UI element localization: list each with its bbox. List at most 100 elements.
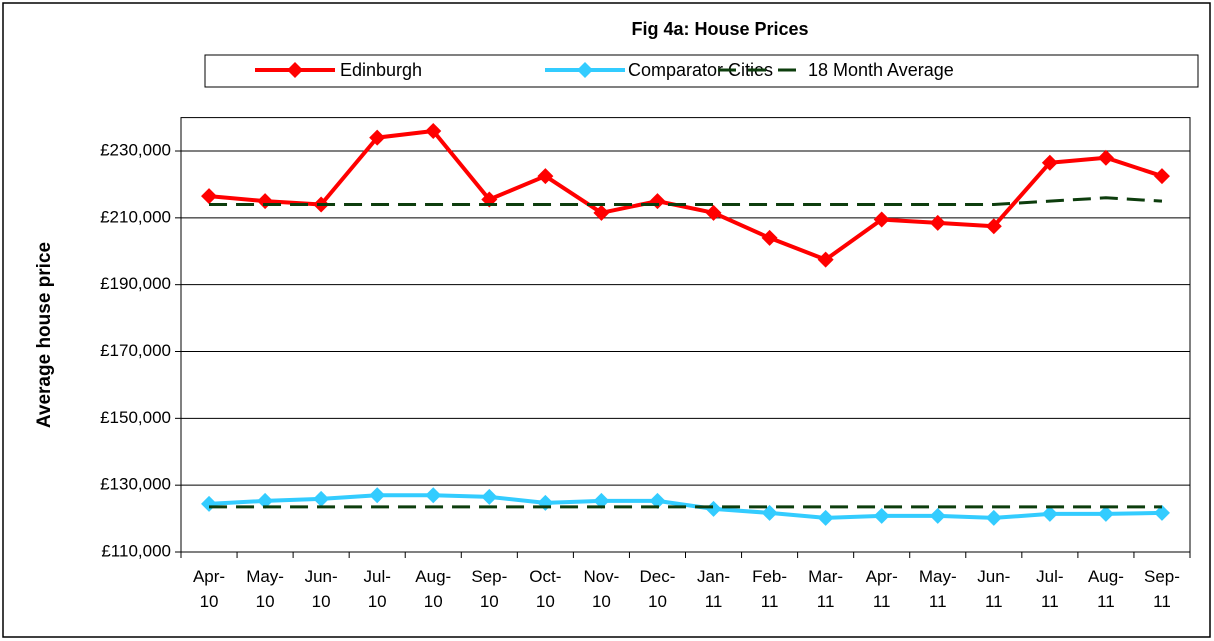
x-tick-label: Dec- 10	[640, 567, 676, 611]
x-tick-label-part: Aug-	[415, 567, 451, 586]
x-tick-label-part: 11	[1097, 592, 1115, 611]
x-tick-label-part: 10	[648, 592, 667, 611]
data-point	[257, 492, 274, 509]
data-point	[369, 487, 386, 504]
x-tick-label-part: Jun-	[305, 567, 338, 586]
data-point	[425, 487, 442, 504]
x-tick-label-part: 11	[873, 592, 891, 611]
data-point	[985, 218, 1002, 235]
x-tick-label-part: Aug-	[1088, 567, 1124, 586]
y-axis-label: Average house price	[34, 242, 55, 428]
data-point	[705, 500, 722, 517]
data-point	[873, 211, 890, 228]
plot-area	[181, 117, 1190, 552]
x-tick-label-part: 10	[536, 592, 555, 611]
x-tick-label: Aug- 11	[1088, 567, 1124, 611]
data-point	[1153, 168, 1170, 185]
y-tick-label: £230,000	[100, 140, 171, 159]
x-tick-label-part: Dec-	[640, 567, 676, 586]
x-tick-label-part: Nov-	[583, 567, 619, 586]
x-tick-label-part: Apr-	[866, 567, 898, 586]
data-point	[817, 251, 834, 268]
data-point	[705, 204, 722, 221]
x-tick-label-part: Oct-	[529, 567, 561, 586]
x-tick-label-part: Jan-	[697, 567, 730, 586]
chart-title: Fig 4a: House Prices	[631, 19, 808, 39]
series-line	[208, 493, 1163, 520]
x-tick-label: Jun- 10	[305, 567, 338, 611]
x-tick-label-part: 11	[929, 592, 947, 611]
y-tick-label: £170,000	[100, 341, 171, 360]
data-point	[1097, 149, 1114, 166]
x-tick-label-part: 11	[705, 592, 723, 611]
y-tick-label: £190,000	[100, 274, 171, 293]
x-tick-label-part: Apr-	[193, 567, 225, 586]
x-tick-label-part: 11	[1153, 592, 1171, 611]
x-tick-label: Oct- 10	[529, 567, 561, 611]
x-tick-label-part: Jul-	[1036, 567, 1063, 586]
x-tick-label-part: Jul-	[363, 567, 390, 586]
x-tick-label-part: 11	[817, 592, 835, 611]
data-point	[1097, 505, 1114, 522]
x-tick-label-part: Mar-	[808, 567, 843, 586]
data-point	[649, 492, 666, 509]
series-line	[208, 128, 1163, 262]
x-tick-label: Sep- 11	[1144, 567, 1180, 611]
x-tick-label: Jan- 11	[697, 567, 730, 611]
data-point	[929, 507, 946, 524]
data-point	[593, 492, 610, 509]
data-point	[929, 214, 946, 231]
data-point	[425, 122, 442, 139]
x-tick-label: Aug- 10	[415, 567, 451, 611]
legend-label: Comparator Cities	[628, 60, 773, 80]
legend-label: Edinburgh	[340, 60, 422, 80]
data-point	[1041, 505, 1058, 522]
y-tick-label: £110,000	[101, 541, 171, 560]
x-tick-label-part: 10	[368, 592, 387, 611]
x-tick-label-part: 11	[1041, 592, 1059, 611]
y-tick-label: £130,000	[100, 475, 171, 494]
data-point	[761, 504, 778, 521]
x-tick-label-part: May-	[919, 567, 957, 586]
x-tick-label: May- 11	[919, 567, 957, 611]
data-point	[873, 507, 890, 524]
x-tick-label-part: 10	[424, 592, 443, 611]
x-tick-label-part: Jun-	[977, 567, 1010, 586]
x-tick-label-part: Feb-	[752, 567, 787, 586]
x-tick-label-part: 10	[256, 592, 275, 611]
data-point	[481, 488, 498, 505]
x-tick-label-part: Sep-	[1144, 567, 1180, 586]
x-tick-label: Jul- 10	[363, 567, 390, 611]
x-tick-label: Apr- 11	[866, 567, 898, 611]
x-tick-label: Apr- 10	[193, 567, 225, 611]
y-tick-label: £150,000	[100, 408, 171, 427]
x-tick-label-part: 11	[985, 592, 1003, 611]
x-tick-label-part: May-	[246, 567, 284, 586]
legend-marker	[577, 62, 593, 78]
x-tick-label: Sep- 10	[471, 567, 507, 611]
x-tick-label: Jun- 11	[977, 567, 1010, 611]
x-tick-label: Jul- 11	[1036, 567, 1063, 611]
legend-box	[204, 54, 1199, 88]
x-tick-label-part: 10	[592, 592, 611, 611]
data-point	[537, 168, 554, 185]
x-tick-label-part: 10	[200, 592, 219, 611]
x-tick-label: Feb- 11	[752, 567, 787, 611]
data-point	[313, 490, 330, 507]
x-tick-label: May- 10	[246, 567, 284, 611]
data-point	[1041, 154, 1058, 171]
data-point	[985, 509, 1002, 526]
x-tick-label-part: 10	[312, 592, 331, 611]
x-tick-label-part: 10	[480, 592, 499, 611]
legend-marker	[287, 62, 303, 78]
data-point	[1153, 504, 1170, 521]
legend-label: 18 Month Average	[808, 60, 954, 80]
data-point	[593, 204, 610, 221]
data-point	[369, 129, 386, 146]
y-tick-label: £210,000	[100, 207, 171, 226]
x-tick-label-part: 11	[761, 592, 779, 611]
x-tick-label: Mar- 11	[808, 567, 843, 611]
x-tick-label: Nov- 10	[583, 567, 619, 611]
data-point	[201, 188, 218, 205]
